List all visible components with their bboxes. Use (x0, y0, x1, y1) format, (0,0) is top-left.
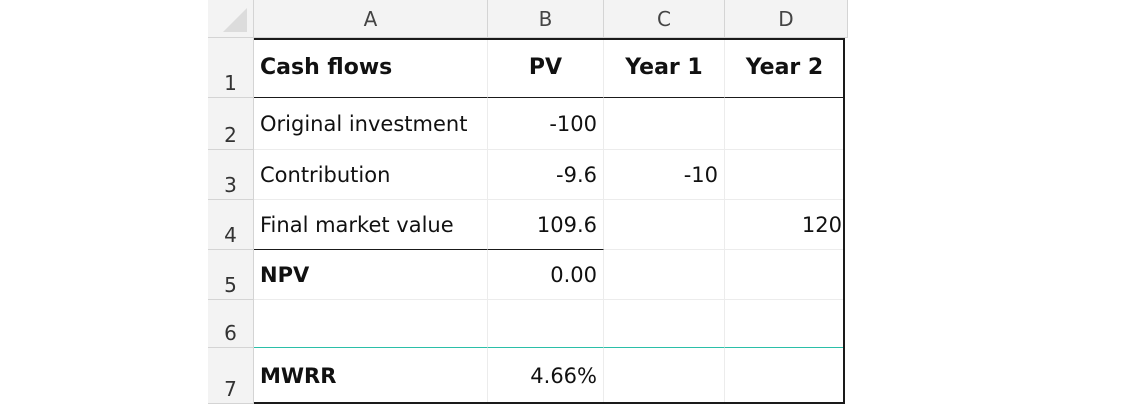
row-header-7[interactable]: 7 (208, 348, 254, 404)
spreadsheet-grid: A B C D 1 2 3 4 5 6 7 Cash flows PV Year… (208, 0, 848, 407)
cell-d4[interactable]: 120 (725, 200, 845, 250)
cell-b6[interactable] (488, 300, 604, 348)
cell-a7[interactable]: MWRR (254, 348, 488, 404)
cell-d5[interactable] (725, 250, 845, 300)
cell-b3[interactable]: -9.6 (488, 150, 604, 200)
cell-d2[interactable] (725, 98, 845, 150)
cell-a6[interactable] (254, 300, 488, 348)
select-all-corner[interactable] (208, 0, 254, 38)
cell-b7[interactable]: 4.66% (488, 348, 604, 404)
cell-c2[interactable] (604, 98, 725, 150)
cell-a4[interactable]: Final market value (254, 200, 488, 250)
row-header-3[interactable]: 3 (208, 150, 254, 200)
cell-d1[interactable]: Year 2 (725, 38, 845, 98)
cell-c6[interactable] (604, 300, 725, 348)
cell-c7[interactable] (604, 348, 725, 404)
row-header-4[interactable]: 4 (208, 200, 254, 250)
cell-d6[interactable] (725, 300, 845, 348)
row-header-6[interactable]: 6 (208, 300, 254, 348)
cell-d3[interactable] (725, 150, 845, 200)
cell-c5[interactable] (604, 250, 725, 300)
cell-c4[interactable] (604, 200, 725, 250)
column-header-c[interactable]: C (604, 0, 725, 38)
cell-a1[interactable]: Cash flows (254, 38, 488, 98)
cell-d7[interactable] (725, 348, 845, 404)
column-header-b[interactable]: B (488, 0, 604, 38)
row-header-2[interactable]: 2 (208, 98, 254, 150)
cell-c3[interactable]: -10 (604, 150, 725, 200)
cell-b5[interactable]: 0.00 (488, 250, 604, 300)
cell-b4[interactable]: 109.6 (488, 200, 604, 250)
row-header-5[interactable]: 5 (208, 250, 254, 300)
cell-c1[interactable]: Year 1 (604, 38, 725, 98)
select-all-triangle-icon (223, 8, 247, 32)
row-header-1[interactable]: 1 (208, 38, 254, 98)
column-header-a[interactable]: A (254, 0, 488, 38)
column-header-d[interactable]: D (725, 0, 848, 38)
cell-b1[interactable]: PV (488, 38, 604, 98)
cell-a2[interactable]: Original investment (254, 98, 488, 150)
cell-b2[interactable]: -100 (488, 98, 604, 150)
cell-a5[interactable]: NPV (254, 250, 488, 300)
cell-a3[interactable]: Contribution (254, 150, 488, 200)
